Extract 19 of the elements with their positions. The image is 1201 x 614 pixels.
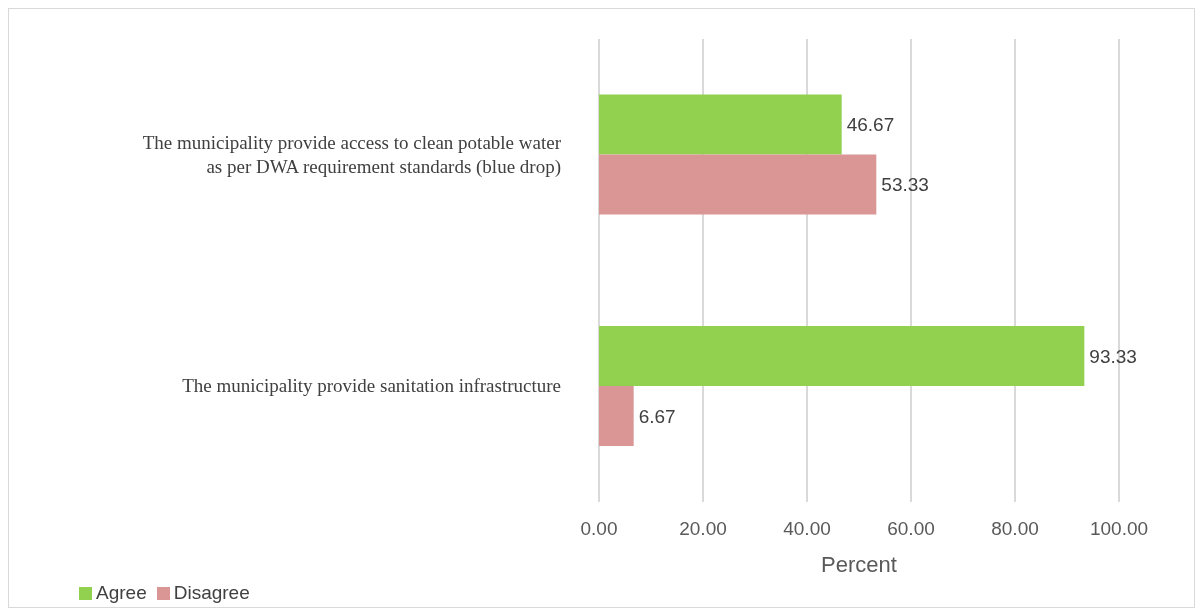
data-label: 93.33: [1089, 345, 1137, 367]
legend-label: Disagree: [173, 582, 250, 603]
x-tick-label: 60.00: [887, 518, 935, 540]
legend-label: Agree: [96, 582, 147, 603]
x-tick-label: 100.00: [1089, 518, 1149, 540]
x-tick-label: 20.00: [679, 518, 727, 540]
bar: [599, 326, 1085, 387]
bar: [599, 154, 877, 215]
y-tick-label: The municipality provide access to clean potable water as per DWA requirement standards (blue drop): [142, 131, 562, 178]
bar: [599, 94, 842, 155]
x-tick-label: 80.00: [991, 518, 1039, 540]
y-tick-label: The municipality provide sanitation infrastructure: [182, 375, 561, 397]
x-axis-title: Percent: [821, 552, 897, 577]
data-label: 6.67: [638, 405, 676, 427]
data-label: 53.33: [881, 174, 929, 196]
x-tick-label: 0.00: [580, 518, 618, 540]
bar: [599, 386, 634, 447]
data-label: 46.67: [846, 114, 895, 136]
x-tick-label: 40.00: [783, 518, 831, 540]
